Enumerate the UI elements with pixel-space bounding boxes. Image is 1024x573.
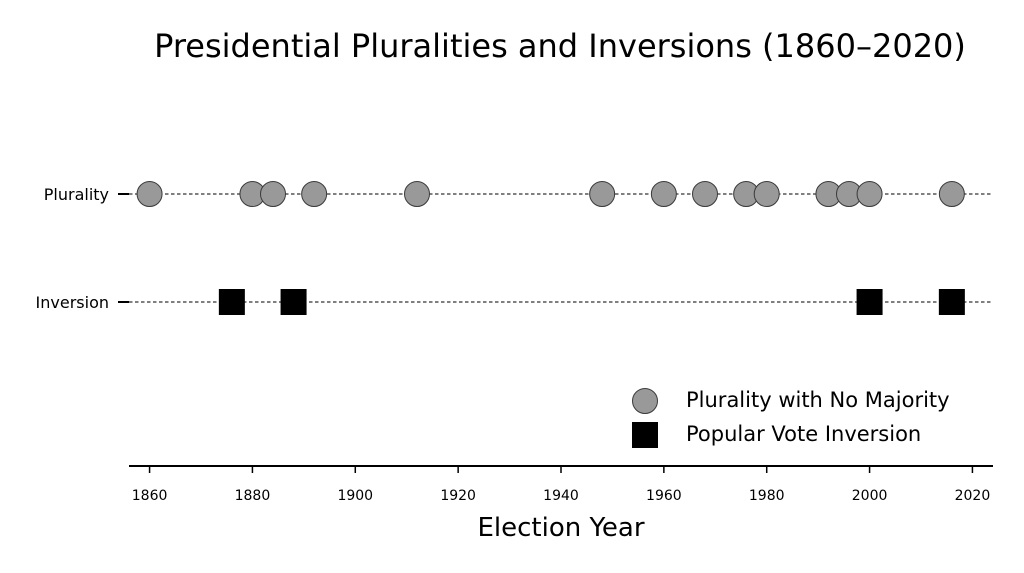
point-plurality-1948 [589, 181, 616, 207]
point-plurality-2000 [856, 181, 883, 207]
legend-label-popular-vote-inversion: Popular Vote Inversion [686, 422, 921, 446]
x-tick-label-1880: 1880 [235, 488, 271, 504]
legend-marker-popular-vote-inversion [632, 422, 658, 448]
point-inversion-2016 [938, 289, 965, 315]
point-plurality-1884 [260, 181, 286, 207]
legend-label-plurality-with-no-majority: Plurality with No Majority [686, 388, 950, 412]
x-tick-label-1960: 1960 [646, 488, 682, 504]
point-plurality-1892 [301, 181, 328, 207]
legend-marker-plurality-with-no-majority [632, 388, 658, 414]
point-plurality-1968 [692, 181, 718, 207]
point-plurality-1912 [404, 181, 430, 207]
point-plurality-2016 [938, 181, 965, 207]
data-points [136, 181, 965, 315]
point-inversion-1888 [280, 289, 307, 315]
point-inversion-2000 [856, 289, 883, 315]
y-tick-label-plurality: Plurality [44, 185, 109, 204]
x-tick-label-1900: 1900 [337, 488, 373, 504]
x-axis: 1860 1880 1900 1920 1940 1960 1980 2000 2020 [129, 465, 993, 504]
x-tick-label-2000: 2000 [852, 488, 888, 504]
x-tick-label-2020: 2020 [955, 488, 991, 504]
x-tick-label-1940: 1940 [543, 488, 579, 504]
y-tick-label-inversion: Inversion [36, 293, 109, 312]
x-axis-label: Election Year [477, 513, 644, 543]
x-tick-label-1860: 1860 [132, 488, 168, 504]
point-plurality-1860 [136, 181, 163, 207]
x-tick-label-1920: 1920 [440, 488, 476, 504]
point-plurality-1980 [753, 181, 780, 207]
point-inversion-1876 [218, 289, 245, 315]
chart-title: Presidential Pluralities and Inversions … [154, 27, 966, 65]
point-plurality-1960 [650, 181, 677, 207]
x-tick-label-1980: 1980 [749, 488, 785, 504]
legend: Plurality with No Majority Popular Vote I… [632, 388, 950, 448]
